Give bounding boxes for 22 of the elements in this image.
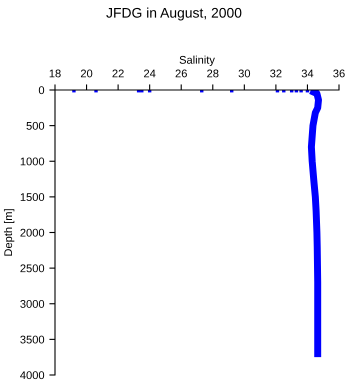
x-tick-label: 36 <box>333 70 345 78</box>
y-tick-label: 4000 <box>20 371 44 380</box>
x-tick-label: 32 <box>270 70 282 78</box>
y-tick-label: 1000 <box>20 158 44 166</box>
x-tick-label: 24 <box>144 70 156 78</box>
y-tick-label: 3000 <box>20 300 44 308</box>
y-axis-title: Depth [m] <box>4 209 14 256</box>
x-tick-label: 20 <box>80 70 92 78</box>
y-tick-label: 500 <box>26 122 44 130</box>
y-tick-label: 2500 <box>20 264 44 272</box>
y-tick-label: 1500 <box>20 193 44 202</box>
x-tick-label: 34 <box>302 70 314 78</box>
y-tick-label: 3500 <box>20 336 44 344</box>
chart-title: JFDG in August, 2000 <box>106 8 242 20</box>
x-tick-label: 28 <box>207 70 218 78</box>
x-tick-label: 22 <box>112 70 124 78</box>
x-tick-label: 26 <box>176 70 187 78</box>
y-tick-label: 2000 <box>20 228 44 237</box>
x-tick-label: 18 <box>50 70 61 78</box>
x-tick-label: 30 <box>238 70 250 78</box>
y-tick-label: 0 <box>38 86 44 94</box>
x-axis-title: Salinity <box>180 56 215 66</box>
